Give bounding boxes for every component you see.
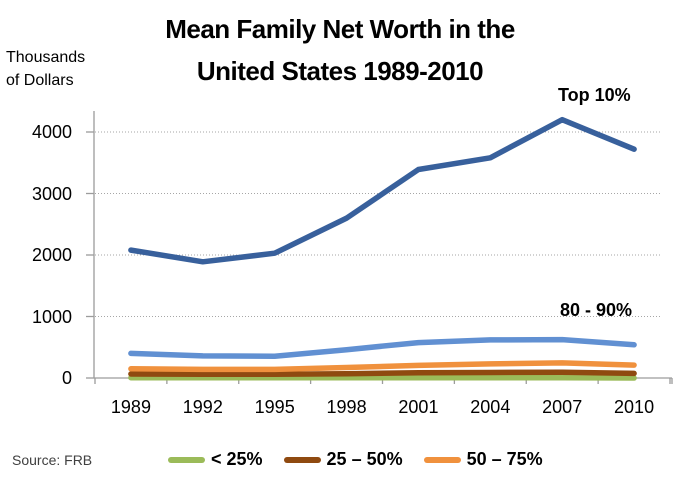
y-tick-label: 0 bbox=[61, 368, 72, 388]
x-tick-label: 2004 bbox=[470, 397, 511, 417]
y-tick-label: 2000 bbox=[31, 245, 72, 265]
y-axis-label-line-2: of Dollars bbox=[6, 72, 74, 89]
legend-label: 25 – 50% bbox=[326, 449, 403, 469]
source-note: Source: FRB bbox=[12, 452, 93, 468]
series-label-80-90: 80 - 90% bbox=[560, 300, 633, 320]
chart-title-line-1: Mean Family Net Worth in the bbox=[165, 14, 515, 44]
series-line-2 bbox=[128, 336, 637, 359]
legend-swatch-icon bbox=[283, 456, 321, 463]
y-tick-label: 4000 bbox=[31, 122, 72, 142]
x-tick-label: 1998 bbox=[326, 397, 367, 417]
x-tick-label: 2007 bbox=[542, 397, 583, 417]
legend-swatch-icon bbox=[423, 456, 461, 463]
series-line-3 bbox=[128, 360, 637, 373]
legend-item: 25 – 50% bbox=[283, 449, 403, 470]
series-label-top-10: Top 10% bbox=[558, 85, 631, 105]
series-line-1 bbox=[128, 116, 637, 265]
legend-item: < 25% bbox=[168, 449, 263, 470]
x-tick-label: 1989 bbox=[110, 397, 151, 417]
y-axis-label: Thousands of Dollars bbox=[6, 46, 85, 92]
x-tick-label: 2001 bbox=[398, 397, 439, 417]
y-tick-label: 3000 bbox=[31, 183, 72, 204]
x-tick-label: 2010 bbox=[614, 397, 655, 417]
legend-label: < 25% bbox=[211, 449, 263, 469]
y-axis-label-line-1: Thousands bbox=[6, 49, 86, 66]
chart-title-line-2: United States 1989-2010 bbox=[196, 56, 484, 86]
x-tick-label: 1992 bbox=[182, 397, 223, 417]
legend-item: 50 – 75% bbox=[423, 449, 543, 470]
chart-title: Mean Family Net Worth in the United Stat… bbox=[90, 8, 590, 92]
series-line-4 bbox=[128, 369, 637, 378]
legend-swatch-icon bbox=[168, 456, 205, 463]
legend-label: 50 – 75% bbox=[466, 449, 543, 469]
legend: < 25% 25 – 50% 50 – 75% bbox=[168, 449, 543, 470]
x-tick-label: 1995 bbox=[254, 397, 295, 417]
y-tick-label: 1000 bbox=[31, 306, 72, 327]
